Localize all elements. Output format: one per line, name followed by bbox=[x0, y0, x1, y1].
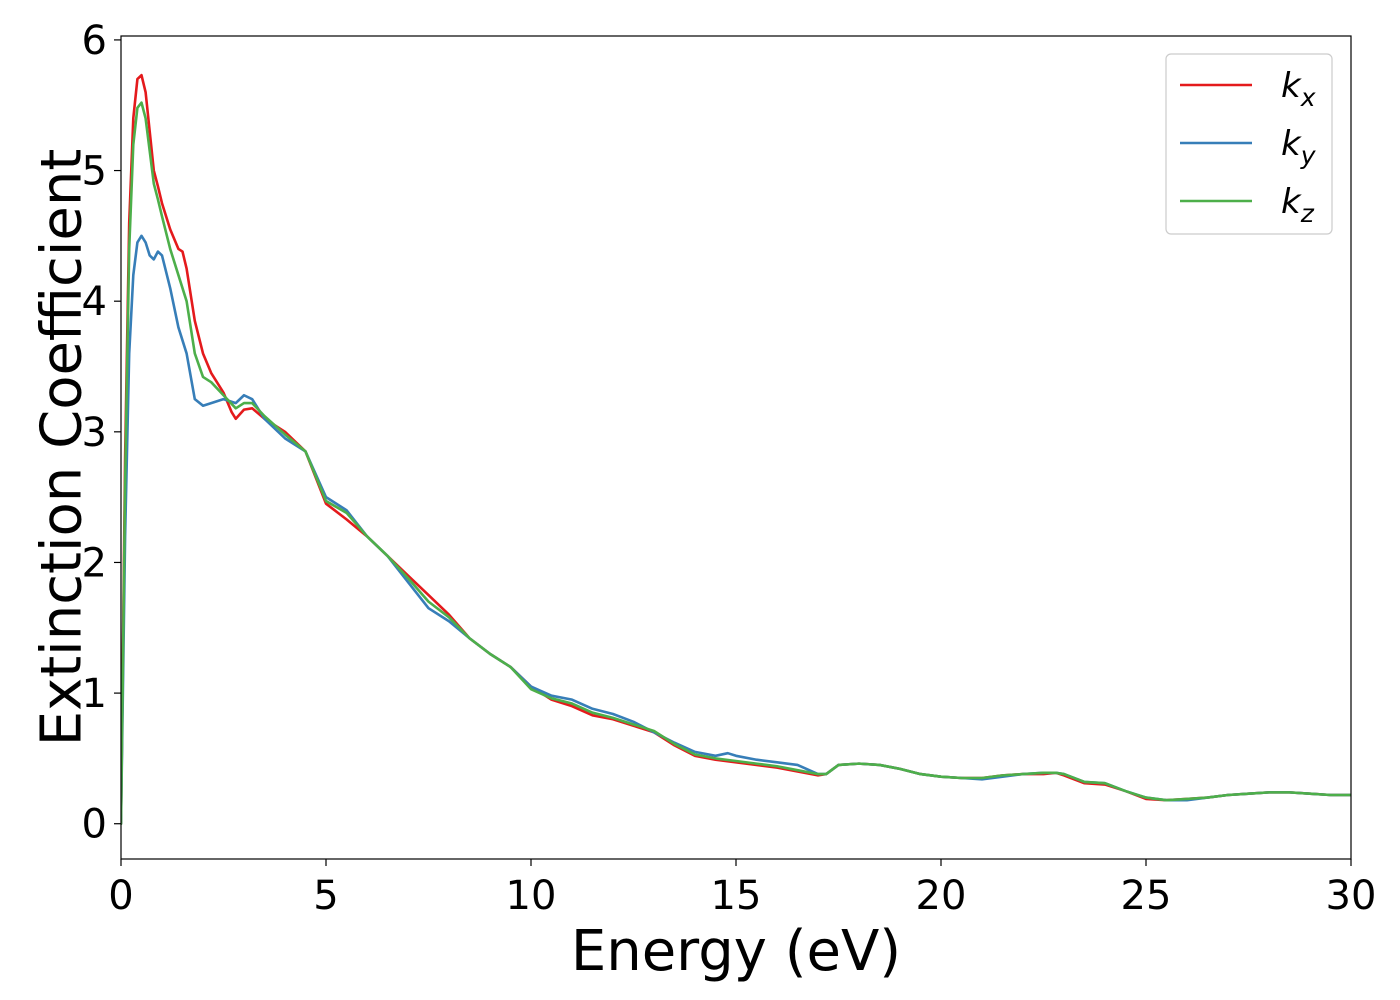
y-tick-label: 6 bbox=[82, 18, 107, 64]
legend-label-ky: ky bbox=[1281, 124, 1317, 170]
legend-label-kx: kx bbox=[1281, 66, 1316, 112]
x-tick-label: 15 bbox=[711, 873, 762, 919]
legend: kx ky kz bbox=[1165, 53, 1333, 235]
y-axis: 0 1 2 3 4 5 6 bbox=[82, 18, 121, 848]
y-tick-label: 4 bbox=[82, 279, 107, 325]
series-layer bbox=[121, 73, 1351, 826]
y-tick-label: 5 bbox=[82, 149, 107, 195]
x-tick-label: 5 bbox=[313, 873, 338, 919]
y-tick-label: 0 bbox=[82, 802, 107, 848]
y-axis-label: Extinction Coefficient bbox=[30, 149, 95, 747]
legend-label-kz: kz bbox=[1281, 182, 1315, 228]
x-axis-label: Energy (eV) bbox=[571, 919, 901, 984]
x-axis: 0 5 10 15 20 25 30 bbox=[108, 859, 1376, 919]
x-tick-label: 10 bbox=[506, 873, 557, 919]
y-tick-label: 1 bbox=[82, 671, 107, 717]
series-line-kz bbox=[121, 101, 1351, 826]
x-tick-label: 30 bbox=[1326, 873, 1377, 919]
y-tick-label: 2 bbox=[82, 540, 107, 586]
y-tick-label: 3 bbox=[82, 410, 107, 456]
x-tick-label: 25 bbox=[1121, 873, 1172, 919]
x-tick-label: 0 bbox=[108, 873, 133, 919]
x-tick-label: 20 bbox=[916, 873, 967, 919]
